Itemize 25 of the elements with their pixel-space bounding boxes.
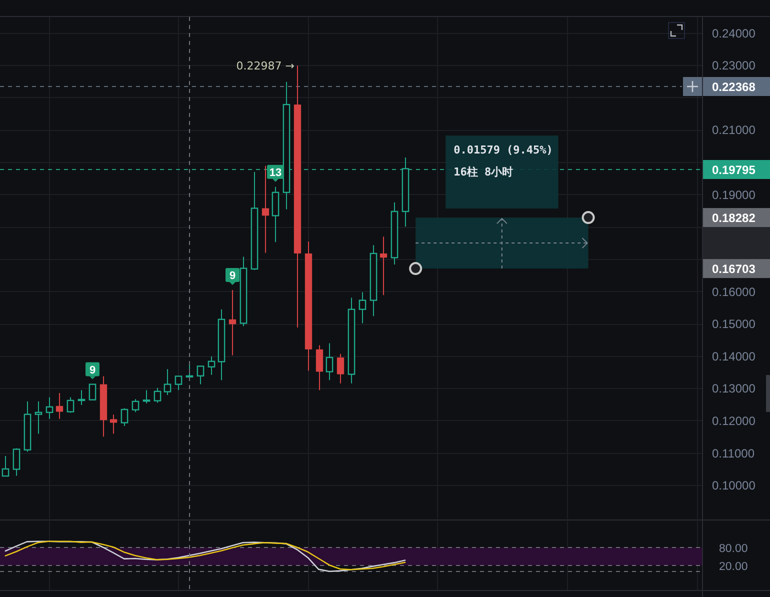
y-tick-label: 0.10000 (712, 478, 756, 493)
value-label-badge: 9 (86, 362, 100, 380)
y-tick-label: 0.23000 (712, 58, 756, 73)
y-tick-label: 0.21000 (712, 123, 756, 138)
y-tick-label: 80.00 (719, 542, 748, 555)
value-label: 0.22987 → (236, 60, 294, 73)
y-tick-label: 0.13000 (712, 382, 756, 396)
annotation: 0.16703 (703, 259, 770, 278)
y-tick-label: 0.19000 (712, 188, 756, 202)
y-tick-label: 0.16000 (712, 284, 756, 299)
ref-line-label: 0.19795 (703, 160, 770, 179)
y-tick-label: 20.00 (719, 560, 748, 573)
y-tick-label: 0.11000 (712, 446, 755, 460)
y-tick-label: 0.15000 (712, 317, 756, 332)
y-tick-label: 0.24000 (712, 26, 756, 40)
ref-line-label: 0.22368 (703, 77, 770, 96)
annotation: 0.01579 (9.45%) (454, 144, 553, 157)
annotation: 16柱 8小时 (454, 166, 514, 179)
ref-line-label: 0.19795 (712, 163, 756, 177)
y-tick-label: 0.12000 (712, 414, 756, 428)
ref-line-label: 0.22368 (712, 80, 756, 94)
value-label-badge: 9 (226, 268, 240, 285)
y-tick-label: 0.14000 (712, 349, 756, 364)
annotation: 0.18282 (703, 208, 770, 228)
value-label-badge: 13 (267, 164, 284, 182)
